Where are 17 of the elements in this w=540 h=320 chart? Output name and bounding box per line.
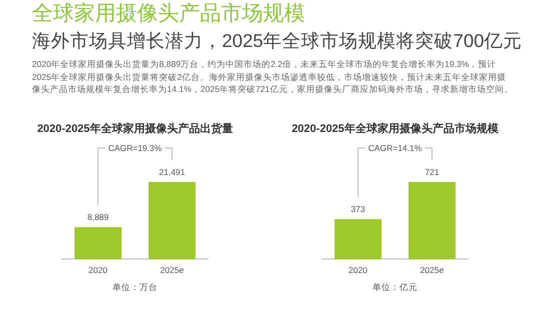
text: 全球家用摄像头产品市场规模: [32, 2, 305, 26]
chart-title: 2020-2025年全球家用摄像头产品市场规模: [292, 122, 500, 135]
data-label: 21,491: [159, 167, 186, 177]
text: CAGR=14.1%: [368, 143, 422, 153]
x-tick-label: 2025e: [420, 265, 444, 275]
data-label: 721: [424, 167, 440, 177]
text: 2020年全球家用摄像头出货量为8,889万台，约为中国市场的2.2倍，未来五年全球市场的年复合增长率为19.3%，预计2025年全球家用摄像头出货量将突破2亿台。海外家用摄像头市场渗透率较低，市场增速较快，预计未来五年全球家用摄像头产品市场规模年复合增长率为14.1%，2025年将突破721亿元，家用摄像头厂商应加码海外市场，寻求新增市场空间。: [32, 58, 514, 96]
x-tick-label: 2025e: [160, 265, 184, 275]
chart-title: 2020-2025年全球家用摄像头产品出货量: [37, 122, 233, 135]
data-label: 373: [350, 204, 366, 214]
x-tick-label: 2020: [348, 265, 368, 275]
text: 海外市场具增长潜力，2025年全球市场规模将突破700亿元: [32, 30, 522, 52]
text: CAGR=19.3%: [108, 143, 162, 153]
text: 单位：亿元: [372, 282, 418, 292]
x-tick-label: 2020: [88, 265, 108, 275]
text: 单位：万台: [112, 282, 158, 292]
data-label: 8,889: [87, 212, 109, 222]
